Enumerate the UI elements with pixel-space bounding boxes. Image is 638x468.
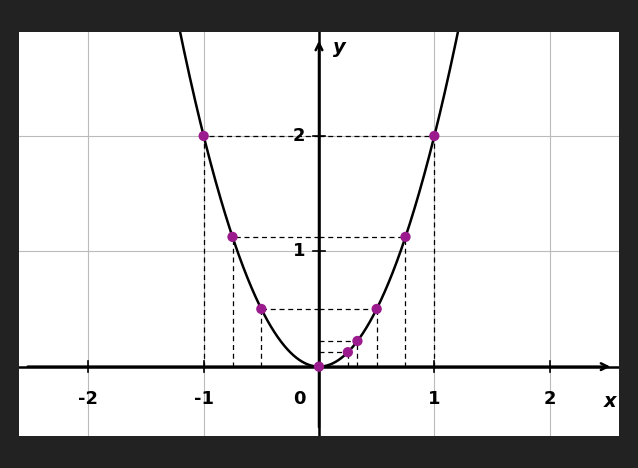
- Point: [401, 233, 411, 241]
- Text: -2: -2: [78, 390, 98, 408]
- Point: [256, 305, 267, 313]
- Point: [352, 337, 362, 345]
- Text: 1: 1: [293, 242, 305, 260]
- Text: 2: 2: [544, 390, 556, 408]
- Point: [227, 233, 237, 241]
- Text: 0: 0: [293, 390, 305, 408]
- Text: 2: 2: [293, 127, 305, 145]
- Text: y: y: [333, 38, 346, 57]
- Point: [371, 305, 382, 313]
- Point: [198, 132, 209, 140]
- Point: [429, 132, 440, 140]
- Text: -1: -1: [194, 390, 214, 408]
- Point: [314, 363, 324, 370]
- Text: 1: 1: [428, 390, 441, 408]
- Point: [343, 349, 353, 356]
- Text: x: x: [604, 392, 616, 411]
